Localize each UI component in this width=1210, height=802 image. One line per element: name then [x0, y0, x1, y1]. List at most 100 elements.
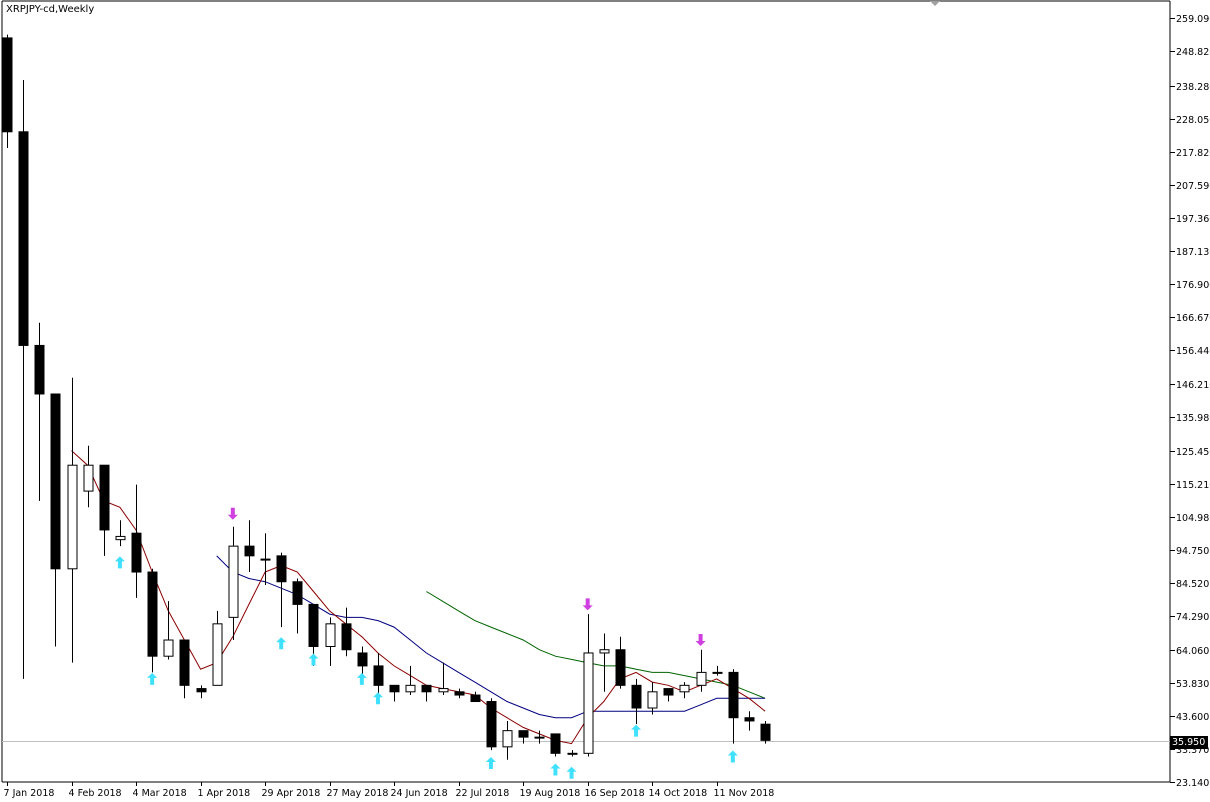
arrow-up-icon — [566, 766, 577, 779]
candle-body-bearish — [760, 723, 771, 741]
x-tick-label: 1 Apr 2018 — [198, 788, 251, 799]
candle — [131, 484, 142, 598]
candle-body-bullish — [115, 535, 126, 541]
x-tick-label: 22 Jul 2018 — [456, 788, 510, 799]
candle — [550, 733, 561, 757]
y-tick-label: 23.140 — [1176, 778, 1209, 789]
candle-body-bullish — [534, 736, 545, 739]
candle-body-bullish — [712, 671, 723, 674]
candle-body-bearish — [728, 671, 739, 719]
arrow-shape — [227, 507, 238, 520]
arrow-shape — [582, 598, 593, 611]
candle — [502, 720, 513, 760]
arrow-shape — [356, 672, 367, 685]
candle-body-bearish — [341, 623, 352, 651]
candle — [83, 445, 94, 508]
arrow-up-icon — [114, 556, 125, 569]
symbol-timeframe-label: XRPJPY-cd,Weekly — [6, 4, 95, 15]
ma-fast-line — [71, 450, 766, 745]
fractal-arrows — [114, 507, 738, 779]
arrow-shape — [372, 692, 383, 705]
arrow-up-icon — [631, 724, 642, 737]
candle — [583, 614, 594, 757]
candle — [212, 610, 223, 686]
candle-body-bearish — [486, 701, 497, 748]
candle-body-bearish — [131, 532, 142, 573]
candle — [115, 520, 126, 547]
y-tick-label: 146.210 — [1176, 380, 1210, 391]
candle — [679, 682, 690, 699]
x-tick-label: 19 Aug 2018 — [520, 788, 581, 799]
y-tick-label: 104.980 — [1176, 513, 1210, 524]
arrow-shape — [114, 556, 125, 569]
arrow-shape — [727, 750, 738, 763]
arrow-shape — [308, 653, 319, 666]
candle-body-bearish — [373, 665, 384, 686]
candle — [470, 691, 481, 703]
scroll-marker-icon — [930, 1, 940, 6]
candle — [599, 633, 610, 692]
candle-body-bullish — [647, 691, 658, 709]
candle — [260, 533, 271, 585]
candle-body-bullish — [260, 558, 271, 561]
candle-body-bearish — [50, 393, 61, 570]
x-tick-label: 24 Jun 2018 — [391, 788, 448, 799]
candle — [292, 578, 303, 634]
x-tick-label: 14 Oct 2018 — [649, 788, 708, 799]
arrow-shape — [276, 637, 287, 650]
x-axis: 7 Jan 2018 4 Feb 2018 4 Mar 2018 1 Apr 2018… — [4, 782, 774, 799]
candle-body-bearish — [179, 639, 190, 686]
candle — [421, 684, 432, 702]
candle-body-bearish — [147, 571, 158, 657]
ma-mid-line — [216, 555, 766, 719]
arrow-down-icon — [582, 598, 593, 611]
arrow-down-icon — [227, 507, 238, 520]
arrow-shape — [695, 634, 706, 647]
candle-body-bearish — [518, 730, 529, 738]
y-axis: 259.090 248.820 238.280 228.050 217.820 207.5… — [1170, 14, 1210, 789]
candle-body-bullish — [67, 464, 78, 570]
candle-body-bearish — [421, 684, 432, 693]
moving-averages — [71, 450, 766, 745]
candle — [67, 377, 78, 663]
candle — [615, 636, 626, 689]
arrow-shape — [550, 763, 561, 776]
y-tick-label: 135.980 — [1176, 413, 1210, 424]
arrow-down-icon — [695, 634, 706, 647]
y-tick-label: 197.360 — [1176, 214, 1210, 225]
candle — [454, 688, 465, 699]
candle — [325, 617, 336, 666]
candle-body-bearish — [615, 649, 626, 686]
arrow-up-icon — [372, 692, 383, 705]
y-tick-label: 43.600 — [1176, 712, 1209, 723]
y-tick-label: 115.210 — [1176, 480, 1210, 491]
candle — [147, 568, 158, 673]
y-tick-label: 228.050 — [1176, 115, 1210, 126]
candle-body-bullish — [696, 671, 707, 686]
candle — [244, 520, 255, 573]
arrow-up-icon — [356, 672, 367, 685]
candle-body-bearish — [744, 717, 755, 722]
current-price-tag: 35.950 — [1170, 735, 1208, 749]
candle — [760, 720, 771, 744]
y-tick-label: 238.280 — [1176, 82, 1210, 93]
candle — [728, 669, 739, 744]
candle — [99, 464, 110, 556]
candle — [228, 526, 239, 641]
y-tick-label: 125.450 — [1176, 447, 1210, 458]
y-tick-label: 74.290 — [1176, 612, 1209, 623]
candle-body-bearish — [470, 694, 481, 703]
arrow-up-icon — [147, 672, 158, 685]
candle — [486, 698, 497, 751]
candle-body-bullish — [502, 730, 513, 748]
y-tick-label: 156.440 — [1176, 346, 1210, 357]
arrow-shape — [566, 766, 577, 779]
y-tick-label: 259.090 — [1176, 14, 1210, 25]
candle-body-bearish — [631, 684, 642, 709]
candle — [712, 665, 723, 676]
y-tick-label: 187.130 — [1176, 247, 1210, 258]
x-tick-label: 27 May 2018 — [327, 788, 389, 799]
y-tick-label: 53.830 — [1176, 679, 1209, 690]
candle-body-bullish — [163, 639, 174, 657]
